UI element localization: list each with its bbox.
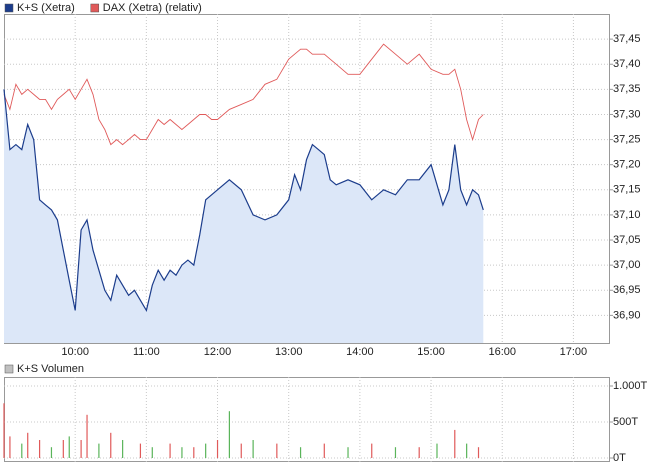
bar (139, 443, 142, 458)
y-tick-label: 500T (613, 416, 638, 428)
y-tick-label: 0T (613, 452, 626, 464)
bar (240, 443, 242, 458)
x-tick-label: 15:00 (417, 346, 445, 358)
y-tick-label: 37,35 (613, 83, 641, 95)
bar (68, 436, 70, 458)
x-tick-label: 11:00 (133, 346, 160, 358)
bar (436, 443, 438, 458)
bar (477, 447, 480, 458)
bar (299, 447, 302, 458)
line (3, 43, 484, 146)
y-tick-label: 37,20 (613, 159, 641, 171)
bar (98, 443, 100, 458)
bar (21, 443, 23, 458)
bar (347, 447, 349, 458)
bar (86, 414, 88, 458)
y-tick-label: 37,45 (613, 33, 641, 45)
bar (27, 432, 29, 458)
y-tick-label: 36,90 (613, 309, 641, 321)
bar (276, 443, 278, 458)
legend-swatch (4, 364, 14, 374)
bar (205, 443, 207, 458)
bar (371, 443, 373, 458)
legend-label: DAX (Xetra) (relativ) (103, 2, 202, 14)
area (4, 89, 484, 343)
x-tick-label: 12:00 (204, 346, 232, 358)
y-tick-label: 37,40 (613, 58, 641, 70)
bar (252, 440, 254, 458)
line (3, 89, 484, 312)
y-tick-label: 37,05 (613, 234, 641, 246)
y-tick-label: 37,10 (613, 209, 641, 221)
bar (169, 443, 171, 458)
bar (181, 447, 183, 458)
bar (3, 403, 5, 458)
bar (38, 440, 41, 458)
bar (9, 436, 11, 458)
x-tick-label: 17:00 (560, 346, 588, 358)
x-tick-label: 16:00 (488, 346, 516, 358)
legend-label: K+S (Xetra) (17, 2, 75, 14)
bar (228, 411, 230, 458)
x-tick-label: 10:00 (61, 346, 89, 358)
bar (62, 440, 64, 458)
y-tick-label: 37,30 (613, 108, 641, 120)
volume-frame (4, 377, 610, 462)
legend-swatch (90, 3, 100, 13)
y-tick-label: 1.000T (613, 380, 648, 392)
bar (323, 443, 325, 458)
bar (193, 447, 195, 458)
legend-label: K+S Volumen (17, 363, 84, 375)
y-tick-label: 36,95 (613, 284, 641, 296)
bar (50, 447, 53, 458)
bar (80, 440, 82, 458)
x-tick-label: 13:00 (275, 346, 303, 358)
bar (466, 443, 468, 458)
bar (418, 447, 420, 458)
y-tick-label: 37,25 (613, 133, 641, 145)
legend-swatch (4, 3, 14, 13)
y-tick-label: 37,15 (613, 184, 641, 196)
bar (394, 447, 397, 458)
y-tick-label: 37,00 (613, 259, 641, 271)
bar (151, 447, 153, 458)
x-tick-label: 14:00 (346, 346, 374, 358)
bar (110, 432, 112, 458)
bar (122, 440, 124, 458)
bar (454, 429, 456, 458)
bar (216, 440, 219, 458)
